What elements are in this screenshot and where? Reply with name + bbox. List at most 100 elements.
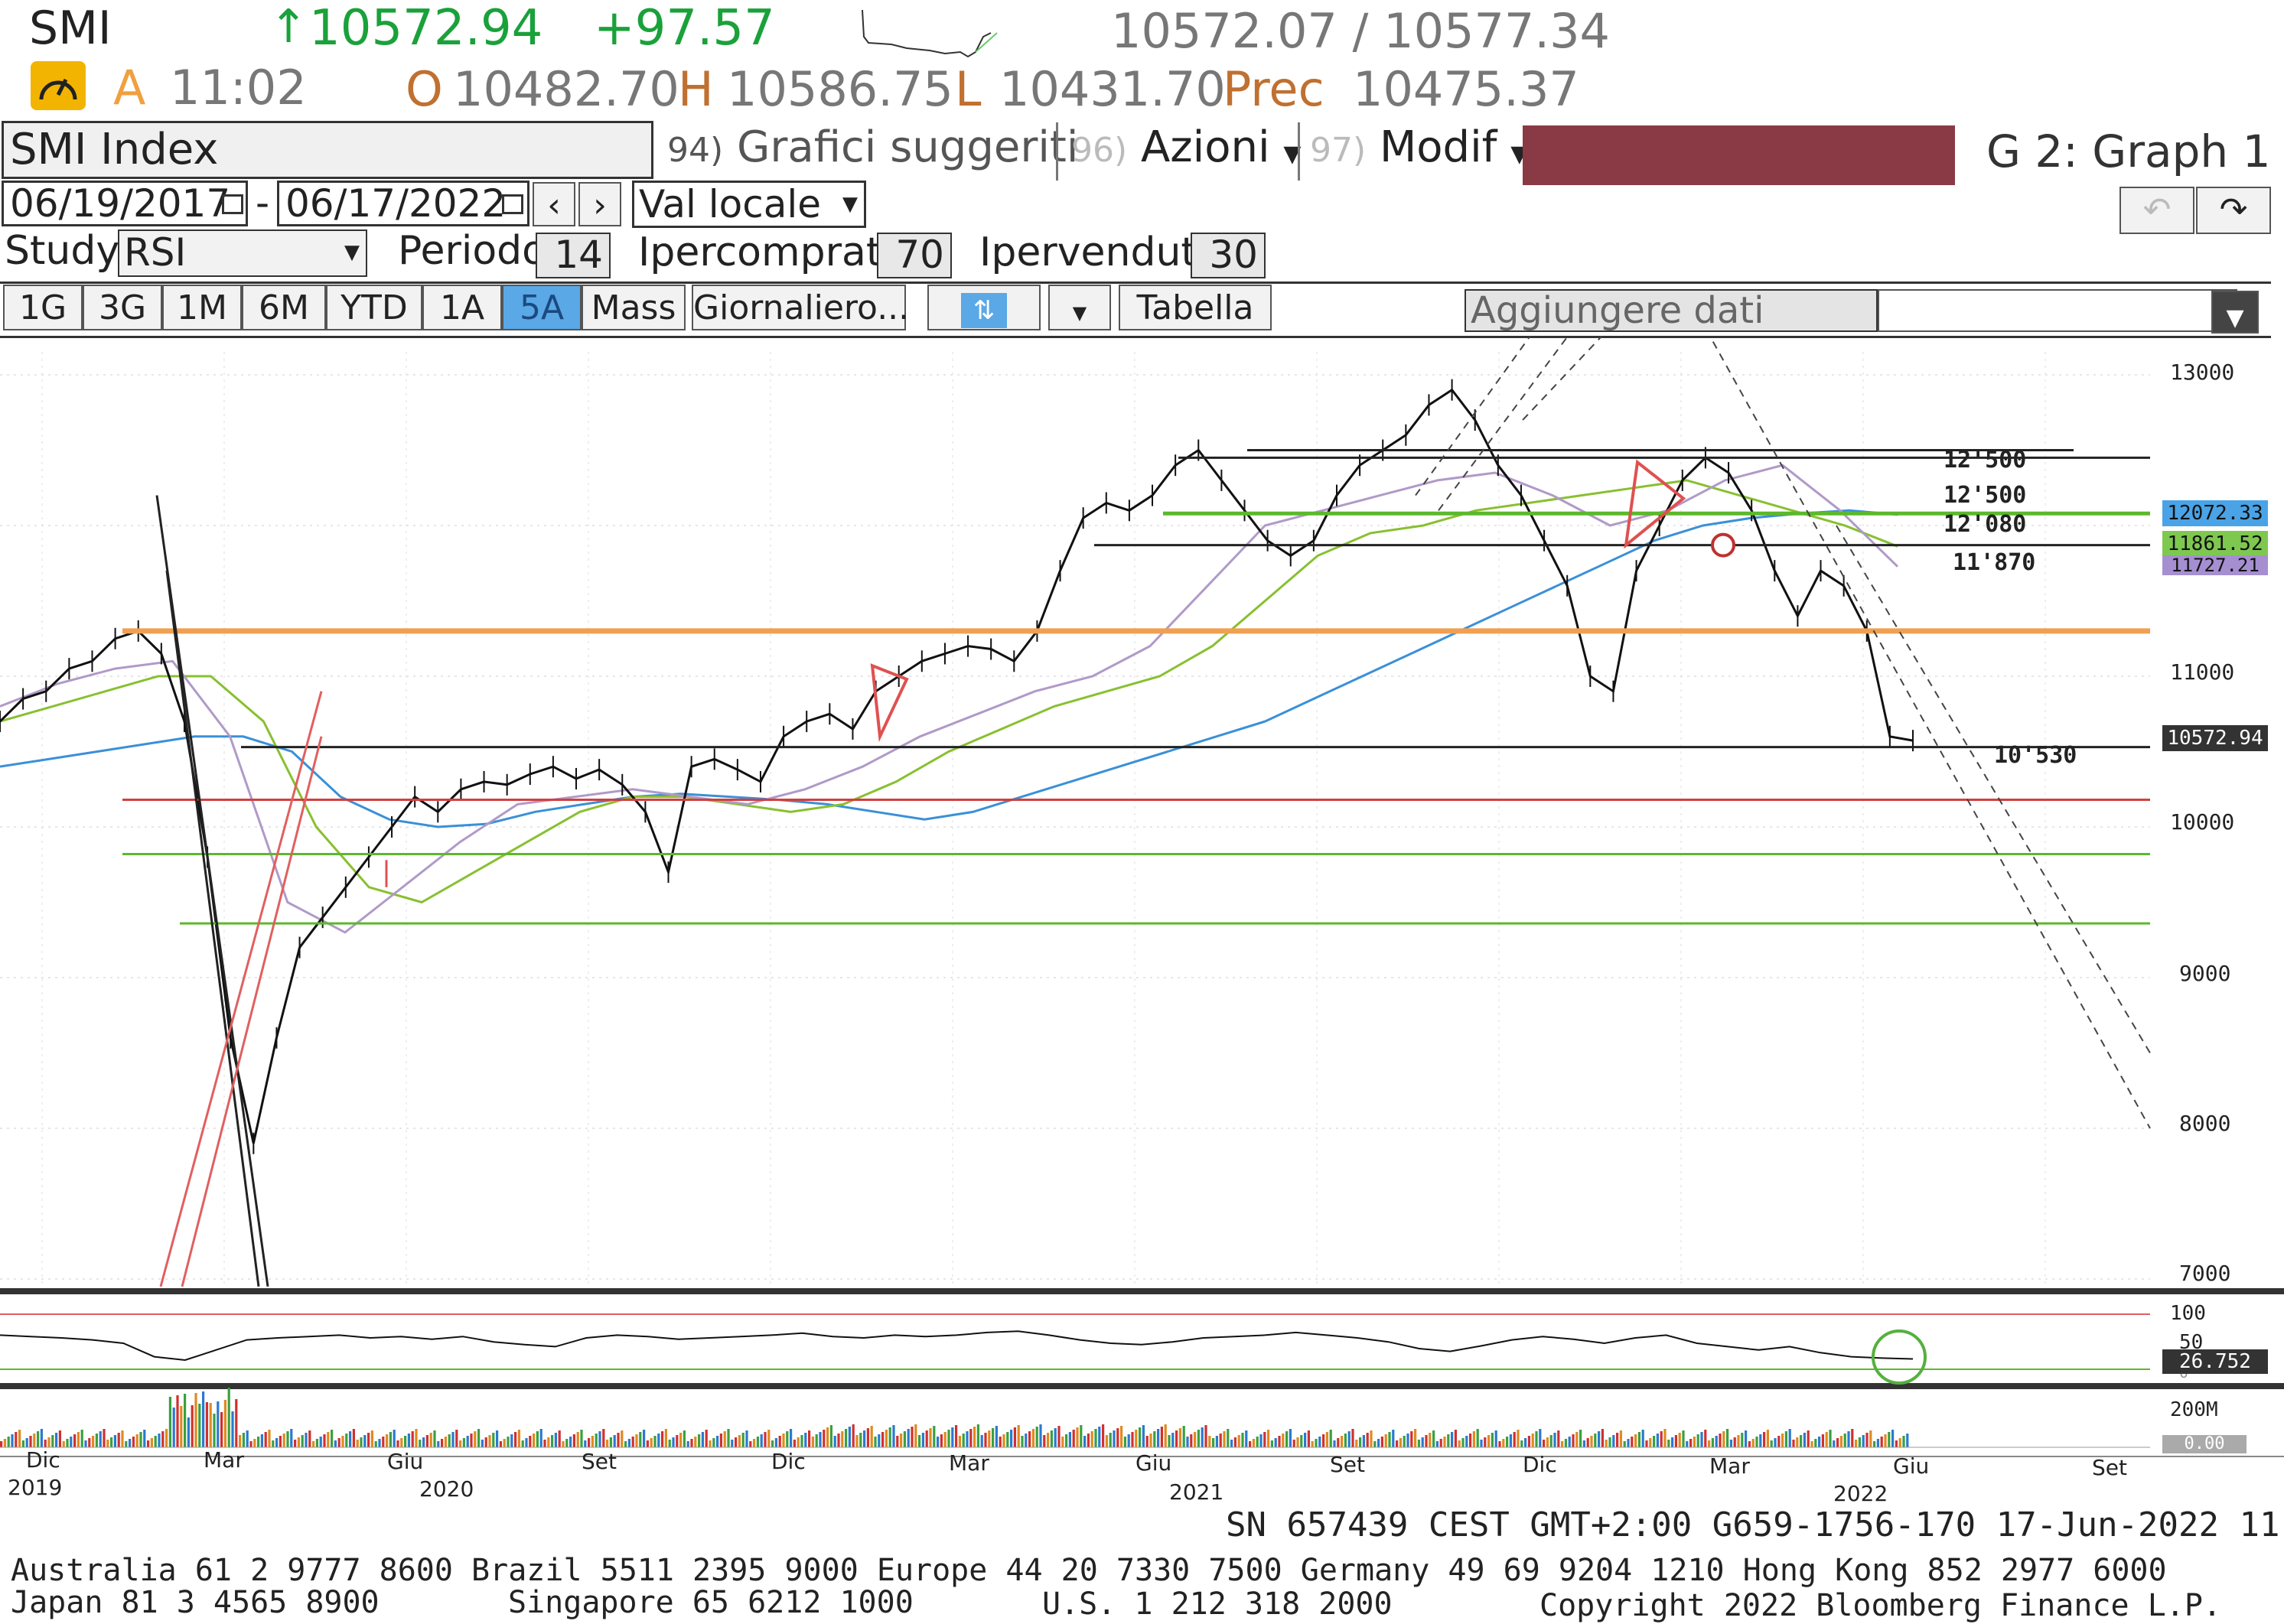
volume-bar (129, 1439, 132, 1447)
range-1d[interactable]: 1G (3, 285, 83, 330)
graph-name[interactable]: G 2: Graph 1 (1986, 125, 2271, 177)
table-button[interactable]: Tabella (1119, 285, 1272, 330)
table-label: Tabella (1136, 288, 1254, 327)
volume-bar (327, 1432, 330, 1447)
volume-bar (517, 1430, 520, 1447)
volume-bar (569, 1437, 572, 1447)
volume-bar (1047, 1433, 1050, 1447)
year-label: 2020 (419, 1476, 474, 1502)
menu-separator-2 (1298, 122, 1300, 181)
volume-bar (282, 1434, 285, 1447)
volume-bar (819, 1432, 822, 1447)
volume-bar (1564, 1439, 1567, 1447)
y-tick: 10000 (2170, 809, 2235, 835)
redo-button[interactable]: ↷ (2196, 187, 2271, 234)
prev-period-button[interactable]: ‹ (533, 182, 575, 226)
volume-bar (1098, 1427, 1101, 1447)
volume-bar (1484, 1437, 1487, 1447)
calendar-icon[interactable] (502, 194, 523, 214)
level-annotation: 12'080 (1944, 511, 2027, 538)
chart-type-dropdown[interactable]: ▼ (1048, 285, 1111, 330)
volume-bar (1796, 1437, 1799, 1447)
crash-trendline (165, 570, 260, 1287)
volume-bar (929, 1428, 932, 1447)
range-ytd[interactable]: YTD (326, 285, 422, 330)
volume-bar (1902, 1436, 1905, 1447)
volume-bar (1083, 1436, 1087, 1447)
price-tag-blue: 12072.33 (2162, 500, 2268, 526)
gauge-icon[interactable] (31, 61, 86, 110)
volume-bar (1139, 1427, 1142, 1447)
range-max[interactable]: Mass (582, 285, 686, 330)
next-period-button[interactable]: › (578, 182, 621, 226)
volume-bar (631, 1437, 634, 1447)
volume-bar (503, 1439, 506, 1447)
volume-bar (848, 1427, 851, 1447)
volume-bar (1057, 1426, 1061, 1447)
price-chart[interactable] (0, 337, 2284, 1484)
volume-bar (1649, 1438, 1652, 1447)
currency-select[interactable]: Val locale ▼ (632, 181, 866, 228)
suggested-charts-menu[interactable]: 94) Grafici suggeriti (667, 122, 1078, 172)
oversold-input[interactable]: 30 (1191, 233, 1266, 278)
period-input[interactable]: 14 (536, 233, 611, 278)
volume-bar (627, 1439, 630, 1447)
volume-bar (756, 1437, 759, 1447)
rsi-highlight-circle (1872, 1329, 1927, 1385)
add-data-input[interactable]: Aggiungere dati (1465, 289, 1878, 332)
volume-bar (1869, 1430, 1872, 1447)
volume-bar (113, 1435, 116, 1447)
end-date-input[interactable]: 06/17/2022 (277, 181, 529, 226)
volume-bar (1527, 1436, 1530, 1447)
undo-button[interactable]: ↶ (2119, 187, 2194, 234)
range-1m[interactable]: 1M (162, 285, 242, 330)
prev-value: 10475.37 (1353, 61, 1579, 117)
edit-menu[interactable]: 97) Modif ▼ (1310, 122, 1528, 172)
volume-bar (139, 1432, 142, 1447)
y-tick: 9000 (2179, 961, 2231, 986)
recovery-trendline (159, 691, 323, 1287)
volume-bar (790, 1429, 793, 1447)
volume-bar (1829, 1430, 1832, 1447)
volume-bar (1164, 1424, 1167, 1447)
start-date-input[interactable]: 06/19/2017 (2, 181, 248, 226)
chart-type-button[interactable]: ⇅ (927, 285, 1041, 330)
volume-bar (227, 1388, 230, 1447)
crash-trendline (155, 495, 269, 1287)
calendar-icon[interactable] (222, 194, 243, 214)
volume-bar (1745, 1430, 1748, 1447)
study-select[interactable]: RSI ▼ (118, 229, 367, 277)
volume-bar (921, 1433, 924, 1447)
volume-bar (11, 1434, 14, 1447)
volume-bar (1278, 1436, 1281, 1447)
volume-bar (833, 1436, 836, 1447)
volume-bar (800, 1435, 803, 1447)
oversold-value: 30 (1209, 233, 1258, 277)
volume-bar (1123, 1437, 1126, 1447)
volume-bar (1843, 1434, 1846, 1447)
volume-bar (1494, 1430, 1497, 1447)
quote-time: 11:02 (170, 60, 307, 116)
volume-bar (1153, 1431, 1156, 1447)
volume-bar (168, 1397, 171, 1447)
chevron-down-icon: ▼ (1072, 302, 1087, 324)
volume-bar (242, 1433, 245, 1447)
dashed-trendline (1438, 337, 1569, 511)
volume-bar (1549, 1435, 1553, 1447)
filter-dropdown-button[interactable]: ▼ (2211, 291, 2259, 334)
range-5y[interactable]: 5A (502, 285, 582, 330)
volume-bar (481, 1440, 484, 1447)
volume-bar (1693, 1437, 1696, 1447)
volume-bar (220, 1412, 223, 1447)
volume-bar (1880, 1437, 1883, 1447)
range-1y[interactable]: 1A (422, 285, 502, 330)
range-6m[interactable]: 6M (242, 285, 326, 330)
frequency-select[interactable]: Giornaliero... (692, 285, 909, 330)
security-field[interactable]: SMI Index (2, 121, 653, 179)
range-6m-label: 6M (259, 288, 309, 327)
volume-bar (1594, 1434, 1597, 1447)
overbought-input[interactable]: 70 (877, 233, 952, 278)
range-3d[interactable]: 3G (83, 285, 162, 330)
actions-menu[interactable]: 96) Azioni ▼ (1071, 122, 1301, 172)
volume-bar (565, 1439, 569, 1447)
